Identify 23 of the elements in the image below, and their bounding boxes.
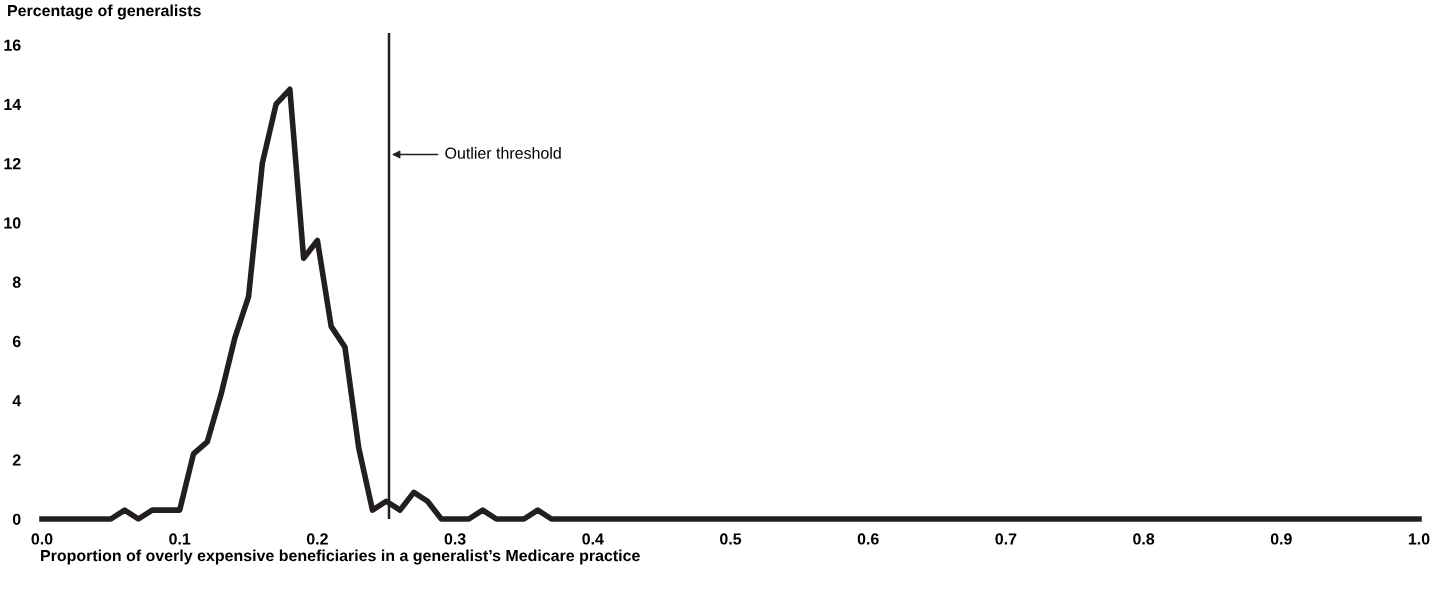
y-tick-label: 16	[4, 39, 21, 51]
y-tick-label: 0	[12, 513, 21, 525]
x-tick-label: 0.3	[444, 533, 466, 545]
x-axis-title: Proportion of overly expensive beneficiaries in a generalist’s Medicare practice	[41, 549, 640, 565]
x-tick-label: 0.0	[31, 533, 53, 545]
y-tick-label: 6	[12, 335, 21, 348]
ref-line-label: Outlier threshold	[445, 147, 561, 159]
y-tick-label: 12	[4, 158, 21, 170]
x-tick-label: 0.7	[995, 533, 1017, 545]
x-tick-label: 0.6	[857, 533, 879, 545]
x-tick-label: 0.4	[582, 533, 604, 545]
x-tick-label: 0.9	[1270, 533, 1292, 545]
y-tick-label: 8	[12, 276, 21, 288]
y-axis-title: Percentage of generalists	[8, 4, 201, 20]
y-tick-label: 14	[4, 98, 22, 110]
x-tick-label: 1.0	[1408, 533, 1430, 545]
x-tick-label: 0.1	[169, 533, 191, 545]
y-tick-label: 2	[12, 454, 21, 466]
y-tick-label: 4	[12, 395, 22, 407]
x-tick-label: 0.2	[306, 533, 328, 545]
x-tick-label: 0.5	[720, 533, 742, 545]
y-tick-label: 10	[4, 217, 21, 229]
x-tick-label: 0.8	[1133, 533, 1155, 545]
